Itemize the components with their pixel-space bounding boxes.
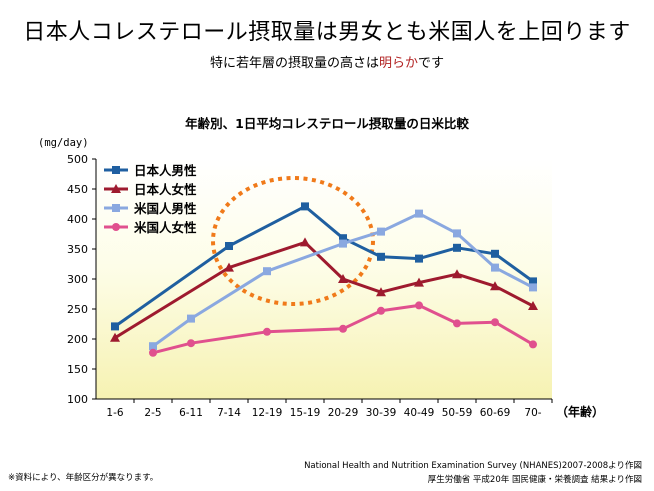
data-point xyxy=(339,239,347,248)
y-tick-label: 350 xyxy=(67,243,88,256)
series-group xyxy=(149,209,537,351)
y-tick-label: 200 xyxy=(67,333,88,346)
source-line-2: 厚生労働省 平成20年 国民健康・栄養調査 結果より作図 xyxy=(427,475,642,485)
x-tick-label: 60-69 xyxy=(480,407,511,419)
y-tick-label: 450 xyxy=(67,183,88,196)
data-point xyxy=(338,274,348,283)
x-tick-label: 2-5 xyxy=(144,407,161,419)
axes xyxy=(95,159,552,400)
y-axis-unit-label: (mg/day) xyxy=(38,137,89,149)
y-tick-label: 500 xyxy=(67,153,88,166)
x-axis-label: （年齢） xyxy=(556,404,604,419)
data-point xyxy=(377,252,385,261)
data-point xyxy=(529,283,537,292)
source-line-1: National Health and Nutrition Examinatio… xyxy=(304,461,642,471)
series-group xyxy=(149,301,537,357)
data-point xyxy=(149,342,157,351)
data-point xyxy=(453,319,461,328)
data-point xyxy=(491,263,499,272)
data-point xyxy=(453,243,461,252)
data-point xyxy=(414,277,424,287)
legend-label: 米国人男性 xyxy=(133,201,197,216)
legend-marker xyxy=(111,184,121,193)
data-point xyxy=(377,227,385,236)
data-point xyxy=(490,281,500,291)
page-title: 日本人コレステロール摂取量は男女とも米国人を上回ります xyxy=(23,20,631,45)
legend-marker xyxy=(112,204,120,212)
legend-marker xyxy=(112,166,120,174)
data-point xyxy=(110,332,120,342)
x-tick-label: 50-59 xyxy=(442,407,473,419)
chart-title: 年齢別、1日平均コレステロール摂取量の日米比較 xyxy=(185,116,469,131)
data-point xyxy=(339,324,347,333)
page-subtitle: 特に若年層の摂取量の高さは明らかです xyxy=(0,52,654,71)
data-point xyxy=(300,237,310,247)
data-point xyxy=(452,269,462,279)
y-tick-label: 250 xyxy=(67,303,88,316)
x-tick-label: 20-29 xyxy=(328,407,359,419)
data-point xyxy=(263,327,271,336)
data-point xyxy=(453,229,461,238)
y-tick-label: 400 xyxy=(67,213,88,226)
data-point xyxy=(149,348,157,357)
legend-label: 日本人女性 xyxy=(134,182,197,197)
data-point xyxy=(376,287,386,297)
data-point xyxy=(528,301,538,310)
data-point xyxy=(301,202,309,211)
data-point xyxy=(491,249,499,258)
data-point xyxy=(111,322,119,331)
footnote: ※資料により、年齢区分が異なります。 xyxy=(8,473,159,483)
data-point xyxy=(415,301,423,310)
data-point xyxy=(415,254,423,263)
x-tick-label: 12-19 xyxy=(252,407,283,419)
x-tick-label: 40-49 xyxy=(404,407,435,419)
data-point xyxy=(225,242,233,250)
series-group xyxy=(111,202,537,331)
data-point xyxy=(491,318,499,327)
data-point xyxy=(415,209,423,218)
y-tick-label: 100 xyxy=(67,393,88,406)
data-point xyxy=(377,306,385,315)
data-point xyxy=(224,262,234,272)
data-point xyxy=(263,267,271,276)
y-tick-label: 300 xyxy=(67,273,88,286)
x-tick-label: 7-14 xyxy=(217,407,241,419)
data-point xyxy=(187,339,195,348)
x-tick-label: 70- xyxy=(524,407,541,419)
x-tick-label: 6-11 xyxy=(179,407,203,419)
legend-marker xyxy=(112,223,120,231)
x-tick-label: 30-39 xyxy=(366,407,397,419)
legend-label: 米国人女性 xyxy=(133,220,197,235)
highlight-ellipse xyxy=(211,176,375,306)
subtitle-prefix: 特に若年層の摂取量の高さは xyxy=(209,56,379,71)
data-point xyxy=(187,314,195,323)
y-tick-label: 150 xyxy=(67,363,88,376)
data-point xyxy=(529,340,537,349)
subtitle-highlight: 明らか xyxy=(378,56,418,71)
legend-label: 日本人男性 xyxy=(134,163,197,178)
data-point xyxy=(339,234,347,243)
subtitle-suffix: です xyxy=(418,56,445,71)
data-point xyxy=(529,277,537,286)
x-tick-label: 15-19 xyxy=(290,407,321,419)
series-group xyxy=(110,237,538,342)
x-tick-label: 1-6 xyxy=(106,407,123,419)
